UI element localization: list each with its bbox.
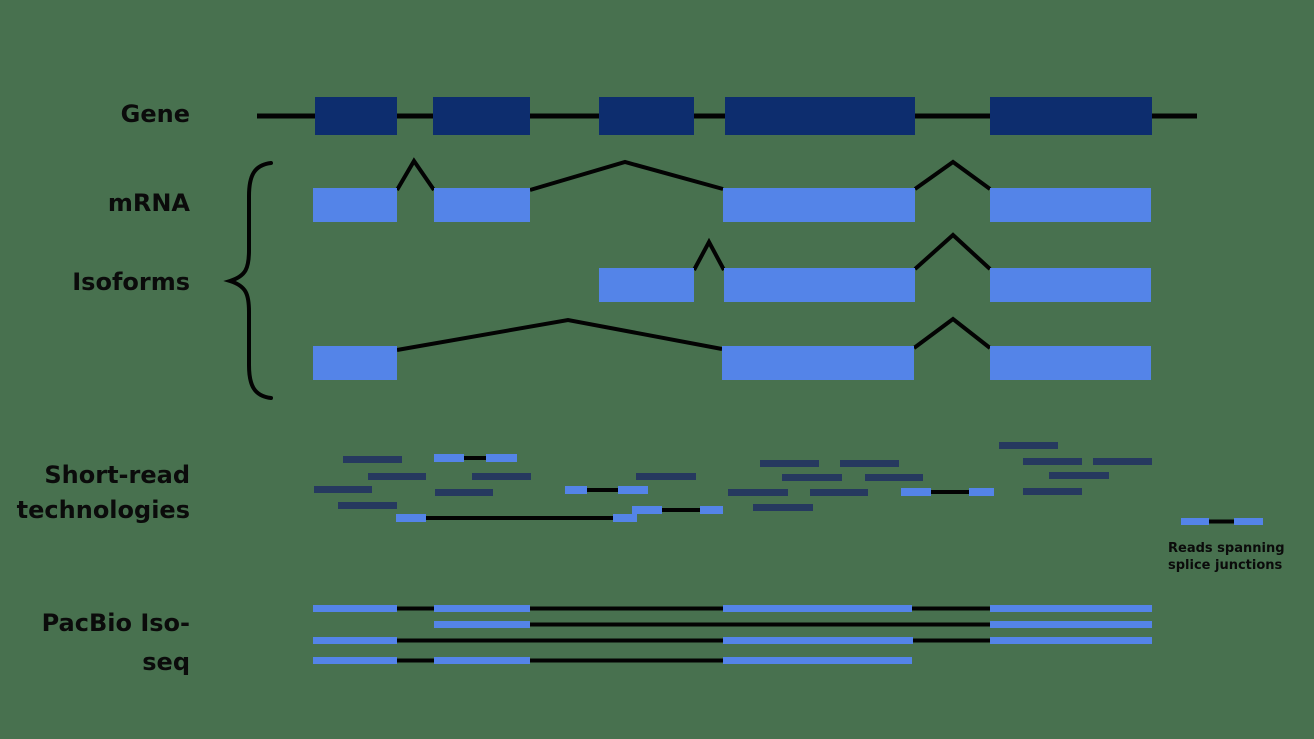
short-read (760, 460, 819, 467)
short-read (782, 474, 842, 481)
gene-exon (433, 97, 530, 135)
legend-caption-line1: Reads spanning (1168, 541, 1285, 556)
pacbio-label-line1: PacBio Iso- (41, 609, 190, 637)
short-read (865, 474, 923, 481)
isoform-1-exon (723, 188, 915, 222)
short-read-label-line1: Short-read (44, 461, 190, 489)
junction-read-right-segment (618, 486, 648, 494)
pacbio-read-exon (990, 605, 1152, 612)
junction-read-right-segment (969, 488, 994, 496)
pacbio-read-exon (990, 621, 1152, 628)
legend-caption: Reads spanning splice junctions (1168, 540, 1298, 574)
pacbio-read-exon (723, 637, 913, 644)
junction-read-right-segment (700, 506, 723, 514)
short-read-label-line2: technologies (16, 496, 190, 524)
short-read (314, 486, 372, 493)
short-read-technologies-label: Short-read technologies (17, 458, 190, 528)
short-read (999, 442, 1058, 449)
mrna-label: mRNA (107, 189, 190, 217)
isoform-2-exon (990, 268, 1151, 302)
isoform-2-exon (724, 268, 915, 302)
isoform-2-splice-junction-line (913, 232, 992, 271)
short-read (338, 502, 397, 509)
gene-exon (725, 97, 915, 135)
short-read (1023, 488, 1082, 495)
legend-junction-read-icon (1234, 518, 1263, 525)
isoform-1-exon (990, 188, 1151, 222)
short-read (472, 473, 531, 480)
pacbio-read-exon (313, 605, 397, 612)
isoform-3-splice-junction-line (912, 316, 992, 350)
pacbio-read-exon (434, 605, 530, 612)
short-read (435, 489, 493, 496)
isoform-3-exon (722, 346, 914, 380)
legend-junction-read-icon (1181, 518, 1209, 525)
short-read (636, 473, 696, 480)
short-read (728, 489, 788, 496)
short-read (1093, 458, 1152, 465)
isoform-3-exon (990, 346, 1151, 380)
junction-read-left-segment (396, 514, 426, 522)
pacbio-read-exon (434, 621, 530, 628)
isoforms-brace (223, 161, 273, 400)
junction-read-left-segment (434, 454, 464, 462)
short-read (840, 460, 899, 467)
short-read (343, 456, 402, 463)
gene-label: Gene (120, 100, 190, 128)
junction-read-right-segment (486, 454, 517, 462)
legend-caption-line2: splice junctions (1168, 558, 1283, 573)
pacbio-read-exon (990, 637, 1152, 644)
junction-read-left-segment (632, 506, 662, 514)
isoform-1-splice-junction-line (529, 159, 724, 192)
isoform-1-splice-junction-line (395, 157, 436, 192)
pacbio-read-exon (434, 657, 530, 664)
isoform-2-splice-junction-line (692, 237, 726, 271)
isoforms-label: Isoforms (72, 268, 190, 296)
short-read (1023, 458, 1082, 465)
isoform-3-exon (313, 346, 397, 380)
isoform-1-splice-junction-line (913, 159, 992, 191)
gene-exon (599, 97, 694, 135)
junction-read-left-segment (565, 486, 587, 494)
isoform-3-splice-junction-line (396, 317, 723, 352)
isoform-1-exon (434, 188, 530, 222)
short-read (368, 473, 426, 480)
short-read (753, 504, 813, 511)
short-read (1049, 472, 1109, 479)
short-read (810, 489, 868, 496)
isoform-1-exon (313, 188, 397, 222)
isoform-2-exon (599, 268, 694, 302)
pacbio-read-exon (313, 637, 397, 644)
pacbio-read-exon (723, 605, 912, 612)
pacbio-read-exon (723, 657, 912, 664)
pacbio-label-line2: seq (142, 648, 190, 676)
gene-exon (315, 97, 397, 135)
pacbio-isoseq-label: PacBio Iso- seq (42, 604, 190, 682)
junction-read-left-segment (901, 488, 931, 496)
pacbio-read-exon (313, 657, 397, 664)
gene-exon (990, 97, 1152, 135)
junction-read-right-segment (613, 514, 637, 522)
